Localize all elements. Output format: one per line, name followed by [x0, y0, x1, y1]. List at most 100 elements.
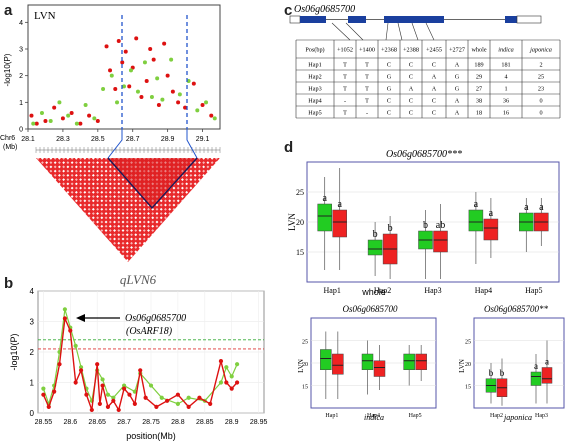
panel-b-point-red — [105, 404, 111, 409]
panel-a-point-green — [142, 60, 147, 65]
panel-b-point-green — [121, 383, 127, 388]
panel-b-annotation-gene: Os06g0685700 — [125, 313, 186, 324]
panel-a-point-green — [48, 119, 53, 123]
panel-d-indica-category-label: Hap4 — [367, 413, 380, 419]
panel-d-indica-box-red — [373, 360, 386, 377]
panel-c-table-cell: T — [365, 74, 369, 81]
panel-a-title: LVN — [34, 10, 56, 22]
panel-a-y-tick-label: 2 — [19, 73, 23, 80]
panel-a-point-red — [43, 119, 48, 123]
panel-a-point-red — [144, 79, 149, 83]
panel-d-main-box-red — [332, 209, 347, 238]
panel-b-point-green — [62, 307, 68, 312]
panel-a-y-tick-label: 0 — [19, 127, 23, 134]
panel-c-table-cell: 25 — [538, 74, 544, 81]
panel-d-main-category-label: Hap5 — [525, 286, 542, 295]
panel-a-point-green — [169, 57, 174, 62]
panel-c-table-cell: C — [387, 98, 391, 105]
panel-b-point-red — [175, 392, 181, 397]
panel-c-table-header: +1400 — [359, 47, 375, 54]
panel-c-table-header: +2727 — [449, 47, 465, 54]
panel-c-table-cell: 0 — [539, 110, 542, 117]
panel-a-point-green — [122, 84, 126, 89]
panel-b-title: qLVN6 — [120, 272, 157, 287]
panel-b-point-red — [62, 316, 68, 321]
panel-c-table-cell: 181 — [501, 62, 510, 69]
panel-b-point-red — [165, 398, 170, 403]
panel-c-gene-name: Os06g0685700 — [294, 4, 355, 15]
panel-c-table-cell: 38 — [476, 98, 482, 105]
panel-d-main-category-label: Hap1 — [324, 286, 341, 295]
panel-c-table-cell: A — [455, 110, 460, 117]
panel-b-point-green — [78, 365, 84, 370]
panel-b-point-red — [46, 404, 51, 409]
panel-a-point-green — [149, 95, 154, 99]
panel-d-main-y-tick-label: 20 — [296, 218, 304, 227]
panel-c-table-cell: T — [343, 110, 347, 117]
panel-a-point-red — [95, 119, 100, 123]
panel-b-point-red — [57, 362, 62, 367]
panel-b-point-green — [111, 395, 116, 400]
panel-c-table-cell: G — [387, 74, 392, 81]
panel-c-table-header: +2455 — [426, 47, 442, 54]
panel-d-indica-y-label: LVN — [297, 359, 305, 373]
panel-d-indica-x-label: indica — [364, 413, 384, 422]
panel-c-table-cell: C — [409, 74, 413, 81]
panel-b-x-tick-label: 28.95 — [250, 419, 268, 426]
panel-a-point-red — [156, 103, 161, 107]
panel-a-point-red — [87, 113, 92, 118]
panel-d-main-box-green — [367, 239, 383, 256]
panel-a-x-tick-label: 28.5 — [91, 136, 105, 143]
panel-d-indica-boxplot: 15 20 25 Hap1 Hap4 Hap5 — [302, 317, 437, 419]
panel-c-table-cell: 18 — [476, 110, 482, 117]
panel-a-point-red — [60, 116, 65, 121]
panel-c-exon-2 — [348, 16, 366, 23]
panel-a-point-red — [78, 121, 83, 126]
panel-d-main-significance-letter: a — [524, 202, 529, 213]
panel-c-table-cell: T — [365, 62, 369, 69]
panel-d-main-box-green — [468, 209, 484, 232]
panel-d-japonica-boxplot: 15 20 25 Hap2 b b Hap3 a a — [465, 317, 565, 419]
panel-d-main-box-red — [483, 218, 499, 241]
panel-b-point-red — [197, 395, 202, 400]
panel-a-y-label: -log10(P) — [3, 53, 12, 86]
panel-c-table-cell: A — [432, 86, 437, 93]
panel-c-gene-model — [289, 15, 542, 24]
panel-c-table-cell: C — [432, 62, 436, 69]
panel-b-point-red — [111, 398, 116, 403]
panel-a-region-connectors — [107, 129, 198, 159]
panel-d-main-category-label: Hap4 — [475, 286, 492, 295]
panel-a-point-red — [113, 87, 118, 91]
panel-a-point-red — [191, 81, 196, 86]
panel-d-japonica-significance-letter: b — [489, 368, 494, 378]
panel-b-point-red — [100, 383, 105, 388]
panel-d-indica-box-red — [332, 353, 344, 375]
panel-b-point-red — [68, 328, 73, 333]
panel-c-table-cell: C — [432, 110, 436, 117]
panel-a-point-red — [148, 47, 153, 51]
panel-c-table-cell: Hap5 — [308, 110, 321, 117]
panel-c-table-cell: A — [455, 98, 460, 105]
panel-a-point-green — [74, 121, 79, 126]
panel-d-main-category-label: Hap3 — [424, 286, 441, 295]
panel-c-table-cell: Hap2 — [308, 74, 321, 81]
panel-b-point-green — [73, 343, 78, 348]
panel-d-indica-box-green — [403, 353, 415, 370]
panel-b-point-red — [95, 362, 100, 367]
panel-c-table-cell: C — [432, 98, 436, 105]
panel-c-table-cell: - — [344, 98, 346, 105]
panel-d-main-significance-letter: b — [373, 229, 378, 240]
panel-d-main-title: Os06g0685700*** — [386, 149, 462, 160]
panel-b-y-tick-label: 2 — [30, 348, 35, 357]
panel-d-indica-category-label: Hap5 — [409, 413, 422, 419]
panel-b-point-red — [52, 389, 57, 394]
panel-c-table-cell: 1 — [504, 86, 507, 93]
panel-label-b: b — [4, 275, 13, 292]
panel-b-line-green — [42, 309, 238, 406]
panel-label-c: c — [284, 2, 292, 19]
panel-d-japonica-y-tick-label: 20 — [465, 362, 471, 368]
panel-c-utr-5 — [289, 15, 301, 24]
